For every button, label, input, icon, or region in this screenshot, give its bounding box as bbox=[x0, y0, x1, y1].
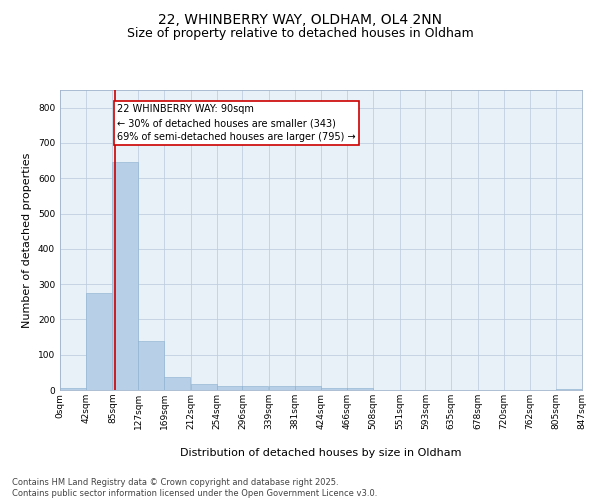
Bar bbox=[347, 388, 373, 390]
Text: 22, WHINBERRY WAY, OLDHAM, OL4 2NN: 22, WHINBERRY WAY, OLDHAM, OL4 2NN bbox=[158, 12, 442, 26]
Bar bbox=[112, 162, 138, 390]
Text: Contains HM Land Registry data © Crown copyright and database right 2025.
Contai: Contains HM Land Registry data © Crown c… bbox=[12, 478, 377, 498]
Bar bbox=[295, 386, 320, 390]
Bar bbox=[242, 386, 268, 390]
Text: Size of property relative to detached houses in Oldham: Size of property relative to detached ho… bbox=[127, 28, 473, 40]
Bar bbox=[269, 386, 295, 390]
Bar bbox=[60, 388, 86, 390]
Text: Distribution of detached houses by size in Oldham: Distribution of detached houses by size … bbox=[180, 448, 462, 458]
Bar bbox=[322, 388, 347, 390]
Bar bbox=[164, 376, 190, 390]
Bar bbox=[138, 340, 164, 390]
Text: 22 WHINBERRY WAY: 90sqm
← 30% of detached houses are smaller (343)
69% of semi-d: 22 WHINBERRY WAY: 90sqm ← 30% of detache… bbox=[118, 104, 356, 142]
Bar bbox=[86, 293, 112, 390]
Y-axis label: Number of detached properties: Number of detached properties bbox=[22, 152, 32, 328]
Bar bbox=[191, 384, 217, 390]
Bar bbox=[217, 386, 242, 390]
